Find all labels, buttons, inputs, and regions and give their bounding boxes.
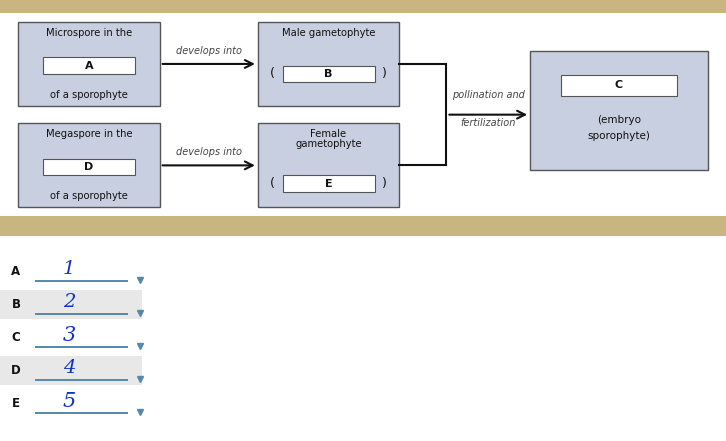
Text: D: D (11, 364, 21, 377)
Text: 5: 5 (62, 392, 76, 411)
Text: fertilization: fertilization (460, 119, 516, 128)
Text: ): ) (383, 67, 387, 81)
Text: D: D (84, 162, 94, 172)
Text: develops into: develops into (176, 46, 242, 56)
Bar (0, 0, 726, 13)
Bar (0, 290, 142, 318)
Text: Male gametophyte: Male gametophyte (282, 28, 375, 38)
Text: Megaspore in the: Megaspore in the (46, 129, 132, 139)
Text: A: A (85, 60, 93, 71)
Text: pollination and: pollination and (452, 90, 525, 100)
Bar (18, 123, 160, 207)
Text: C: C (615, 80, 623, 90)
Text: E: E (325, 179, 333, 189)
Text: (: ( (270, 67, 274, 81)
Text: develops into: develops into (176, 147, 242, 157)
Text: (embryo: (embryo (597, 115, 641, 125)
Text: C: C (12, 331, 20, 344)
Bar (18, 22, 160, 106)
Text: 4: 4 (62, 359, 76, 377)
Bar (282, 66, 375, 82)
Text: B: B (12, 298, 20, 311)
Bar (0, 220, 726, 236)
Text: ): ) (383, 177, 387, 191)
Text: 1: 1 (62, 260, 76, 278)
Bar (530, 51, 708, 170)
Bar (258, 22, 399, 106)
Bar (43, 159, 135, 176)
Bar (43, 57, 135, 74)
Text: A: A (12, 265, 20, 278)
Text: sporophyte): sporophyte) (587, 131, 650, 142)
Text: B: B (325, 69, 333, 79)
Bar (0, 216, 726, 220)
Bar (0, 356, 142, 385)
Text: gametophyte: gametophyte (295, 138, 362, 149)
Bar (561, 75, 677, 96)
Text: 2: 2 (62, 293, 76, 311)
Text: E: E (12, 397, 20, 410)
Text: Microspore in the: Microspore in the (46, 28, 132, 38)
Text: Female: Female (311, 129, 346, 139)
Text: of a sporophyte: of a sporophyte (50, 191, 128, 202)
Bar (258, 123, 399, 207)
Bar (282, 176, 375, 192)
Text: of a sporophyte: of a sporophyte (50, 90, 128, 100)
Text: (: ( (270, 177, 274, 191)
Text: 3: 3 (62, 325, 76, 345)
